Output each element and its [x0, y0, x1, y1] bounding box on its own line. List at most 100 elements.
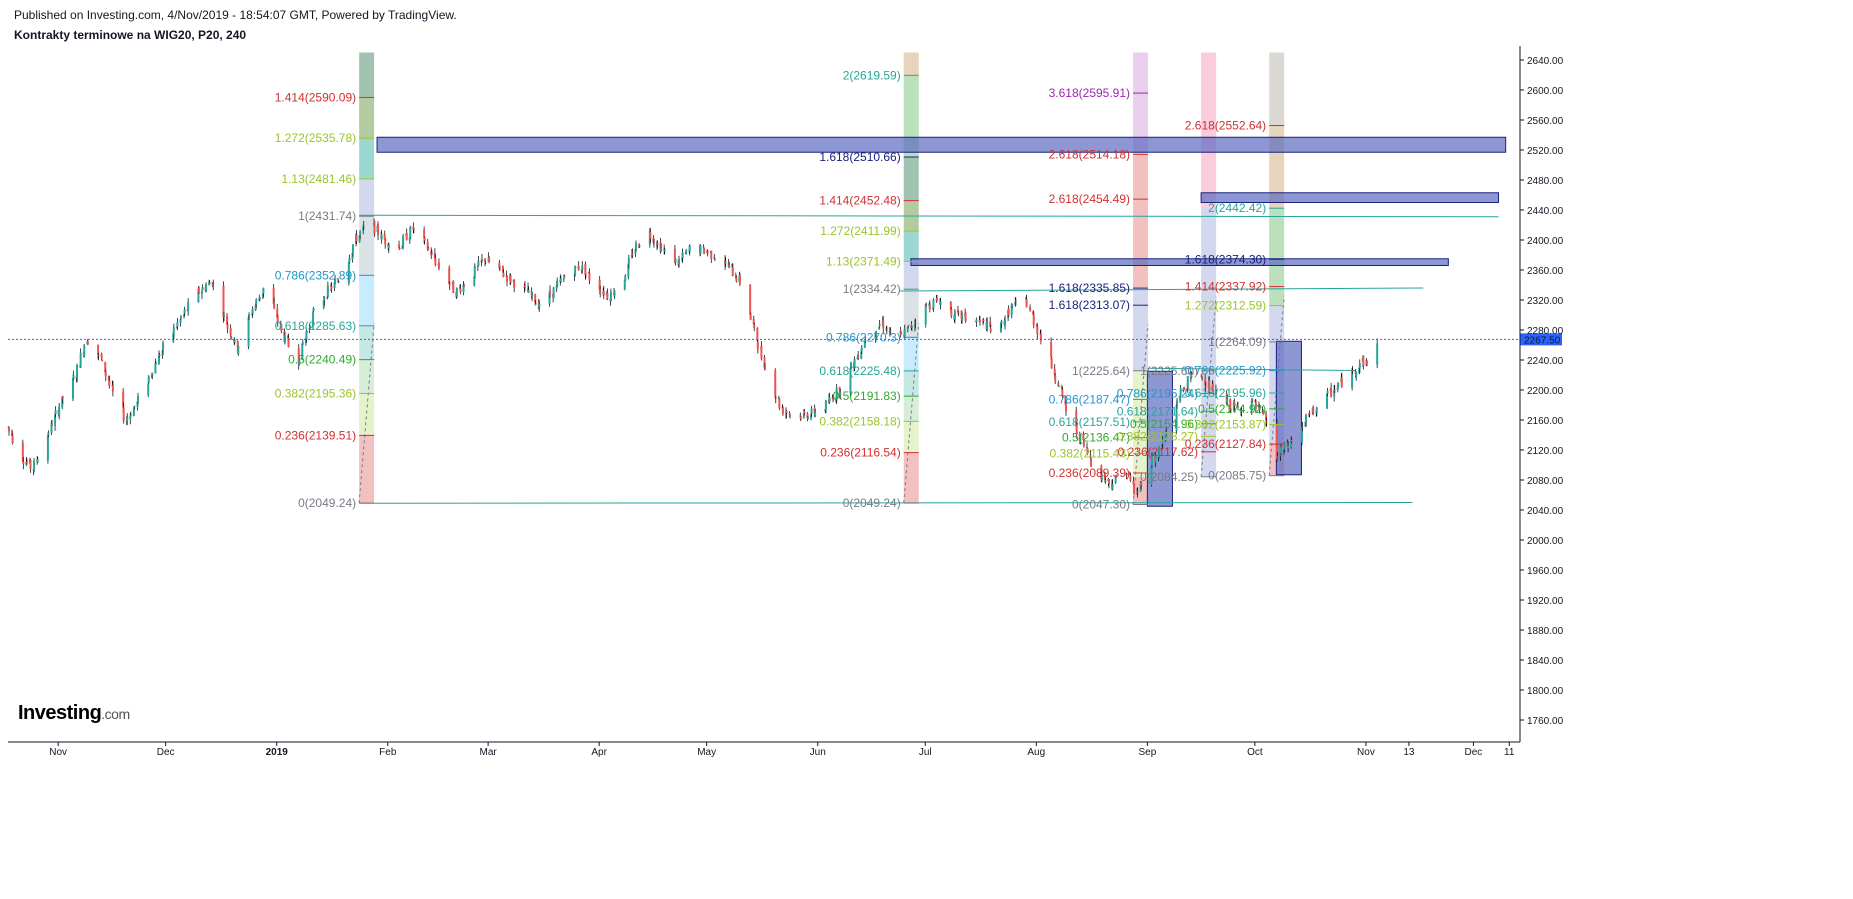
candle-body: [756, 341, 759, 350]
candle-body: [272, 287, 275, 304]
fib-anchor-line: [1132, 324, 1149, 505]
candle-body: [484, 258, 487, 262]
candle-body: [613, 290, 616, 297]
candle-body: [1351, 369, 1354, 371]
candle-body: [1258, 406, 1261, 411]
candle-body: [889, 330, 892, 332]
candle-body: [161, 350, 164, 356]
candle-body: [609, 291, 612, 302]
zone-rectangle[interactable]: [910, 258, 1449, 266]
fib-level-label: 0.618(2157.51): [1049, 415, 1130, 429]
candle-body: [1376, 343, 1379, 365]
candle-body: [581, 265, 584, 271]
candle-body: [33, 460, 36, 472]
candle-body: [255, 299, 258, 304]
candle-body: [860, 351, 863, 359]
candle-body: [1103, 473, 1106, 481]
zone-rectangle[interactable]: [1200, 192, 1500, 203]
candle-body: [531, 293, 534, 297]
y-tick-label: 1960.00: [1527, 566, 1564, 577]
candle-body: [1254, 402, 1257, 409]
logo-suffix: .com: [101, 706, 130, 722]
candle-body: [434, 258, 437, 265]
trend-line[interactable]: [900, 287, 1424, 292]
fib-level-label: 0.5(2240.49): [288, 353, 356, 367]
candle-body: [713, 259, 716, 261]
candle-body: [463, 285, 466, 287]
candle-body: [323, 297, 326, 301]
fib-level-label: 0.382(2195.36): [275, 386, 356, 400]
candle-body: [402, 235, 405, 247]
candle-body: [151, 372, 154, 376]
candle-body: [1204, 378, 1207, 385]
candle-body: [477, 260, 480, 266]
zone-rectangle[interactable]: [376, 136, 1507, 153]
fib-band: [359, 325, 375, 360]
candle-body: [1000, 320, 1003, 324]
candle-body: [598, 280, 601, 291]
candle-body: [556, 281, 559, 286]
candle-body: [559, 278, 562, 282]
y-tick-label: 1760.00: [1527, 716, 1564, 727]
fib-level-label: 1.618(2510.66): [819, 150, 900, 164]
candle-body: [1175, 404, 1178, 432]
fib-band: [359, 216, 375, 276]
candle-body: [523, 286, 526, 288]
fib-level-label: 0.5(2191.83): [833, 389, 901, 403]
y-tick-label: 2560.00: [1527, 116, 1564, 127]
y-tick-label: 2600.00: [1527, 86, 1564, 97]
candle-body: [1336, 385, 1339, 391]
y-tick-label: 2200.00: [1527, 386, 1564, 397]
trend-line[interactable]: [1147, 367, 1356, 371]
fib-level-label: 0(2047.30): [1072, 498, 1130, 512]
candle-body: [262, 287, 265, 294]
fib-level-label: 0.236(2089.39): [1049, 466, 1130, 480]
candle-body: [506, 275, 509, 282]
candle-body: [355, 234, 358, 242]
fib-level-label: 0(2049.24): [843, 496, 901, 510]
fib-band: [1133, 154, 1149, 289]
published-note: Published on Investing.com, 4/Nov/2019 -…: [14, 8, 457, 22]
candle-body: [1265, 413, 1268, 422]
candle-body: [863, 341, 866, 348]
candle-body: [351, 244, 354, 254]
candle-body: [136, 401, 139, 407]
candle-body: [79, 352, 82, 368]
fib-level-label: 0.786(2195.24): [1117, 387, 1198, 401]
candle-body: [111, 385, 114, 392]
fib-band: [1133, 52, 1149, 155]
candle-body: [573, 275, 576, 277]
candle-body: [312, 308, 315, 311]
candle-body: [781, 407, 784, 414]
candle-body: [577, 266, 580, 270]
candle-body: [133, 405, 136, 408]
candle-body: [1326, 391, 1329, 394]
candle-body: [498, 262, 501, 269]
x-tick-label: May: [697, 747, 716, 758]
candle-body: [1050, 357, 1053, 369]
candle-body: [563, 276, 566, 278]
y-tick-label: 2120.00: [1527, 446, 1564, 457]
candle-body: [179, 319, 182, 323]
candle-body: [1007, 308, 1010, 316]
candle-body: [1186, 376, 1189, 388]
candle-body: [1161, 440, 1164, 445]
candle-body: [832, 397, 835, 401]
candle-body: [1079, 434, 1082, 442]
candle-body: [383, 234, 386, 240]
candle-body: [527, 289, 530, 293]
candle-body: [1089, 455, 1092, 458]
trend-line[interactable]: [359, 214, 1499, 218]
candle-body: [462, 284, 465, 293]
candle-body: [1025, 297, 1028, 300]
candle-body: [588, 272, 591, 281]
candle-body: [258, 297, 261, 299]
candle-body: [101, 359, 104, 361]
candle-body: [735, 277, 738, 282]
candle-body: [849, 367, 852, 393]
candle-body: [187, 302, 190, 311]
fib-band: [903, 52, 919, 76]
candle-body: [778, 398, 781, 408]
trend-line[interactable]: [359, 502, 1413, 504]
